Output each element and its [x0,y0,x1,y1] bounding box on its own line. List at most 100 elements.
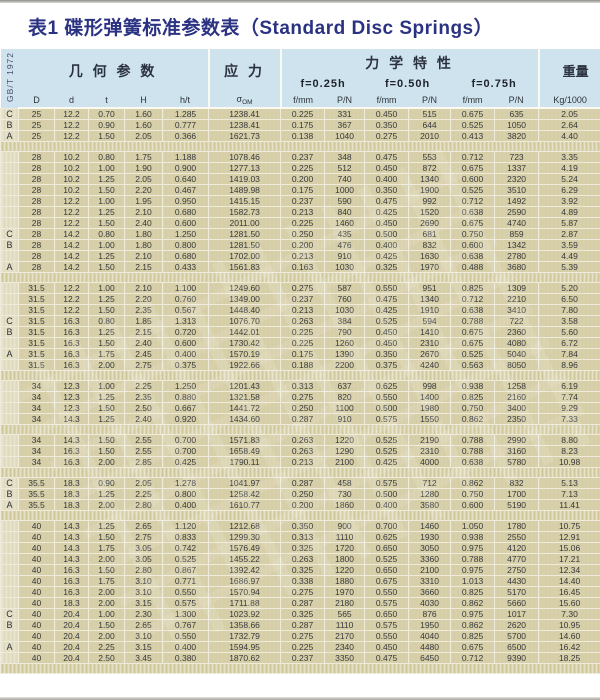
data-cell: 2550 [494,531,540,543]
data-cell: 0.975 [450,542,496,554]
data-cell: 0.767 [161,619,210,631]
data-cell: 1212.68 [208,520,282,532]
data-cell: 4040 [408,630,452,642]
data-cell: 1970 [408,261,452,273]
data-cell: 0.675 [450,326,496,338]
data-cell: 0.600 [450,173,496,185]
data-cell: 0.80 [88,315,125,327]
series-letter-cell: A [0,499,19,511]
data-cell: 0.680 [161,206,210,218]
data-cell: 1238.41 [208,119,282,131]
data-cell: 0.550 [364,282,410,294]
data-cell: 3.35 [538,151,600,163]
data-cell: 2750 [494,564,540,576]
data-cell: 0.80 [88,151,125,163]
data-cell: 0.675 [450,641,496,653]
data-cell: 10.95 [538,619,600,631]
data-cell: 0.263 [280,445,326,457]
table-row: 31.5 12.2 1.25 2.20 0.760 1349.00 0.237 760 0.47… [0,293,600,305]
data-cell: 0.475 [364,195,410,207]
data-cell: 25 [18,107,55,120]
data-cell: 0.200 [280,173,326,185]
table-row: B 25 12.2 0.90 1.60 0.777 1238.41 0.175 367 0.350… [0,119,600,131]
data-cell: 1.50 [88,402,125,414]
data-cell: 0.425 [364,206,410,218]
column-header: f/mm [364,92,409,109]
table-row: 31.5 12.2 1.50 2.35 0.567 1448.40 0.213 1030 0.4… [0,304,600,316]
data-cell: 0.263 [280,315,326,327]
data-cell: 11.41 [538,499,600,511]
data-cell: 28 [18,228,55,240]
disc-spring-table: GB/T 1972 几 何 参 数 应 力 力 学 特 性 重量 f=0.25h… [0,49,600,674]
column-header: P/N [408,92,451,109]
data-cell: 12.2 [54,217,89,229]
data-cell: 2011.00 [208,217,282,229]
data-cell: 0.550 [364,586,410,598]
column-header: Kg/1000 [537,92,600,109]
series-letter-cell [0,575,19,587]
data-cell: 2170 [324,630,366,642]
data-cell: 0.287 [280,413,326,425]
data-cell: 3680 [494,261,540,273]
data-cell: 635 [494,107,540,120]
data-cell: 10.2 [54,184,89,196]
data-cell: 998 [408,380,452,392]
table-row: C 25 12.2 0.70 1.60 1.285 1238.41 0.225 331 0.450… [0,107,600,120]
data-cell: 0.450 [364,337,410,349]
data-cell: 2.05 [124,173,163,185]
column-header: d [54,92,89,109]
data-cell: 1.00 [88,162,125,174]
series-letter-cell [0,564,19,576]
data-cell: 14.2 [54,250,89,262]
data-cell: 2310 [408,445,452,457]
data-cell: 1576.49 [208,542,282,554]
data-cell: 1390 [324,348,366,360]
data-cell: 34 [18,434,55,446]
data-cell: 2.00 [88,456,125,468]
data-cell: 1594.95 [208,641,282,653]
data-cell: 12.2 [54,304,89,316]
data-cell: 35.5 [18,488,55,500]
data-cell: 0.275 [280,586,326,598]
data-cell: 0.325 [280,542,326,554]
data-cell: 10.2 [54,173,89,185]
data-cell: 12.3 [54,380,89,392]
series-letter-cell [0,391,19,403]
data-cell: 40 [18,619,55,631]
series-letter-cell [0,359,19,371]
data-cell: 0.867 [161,564,210,576]
data-cell: 3.10 [124,586,163,598]
data-cell: 40 [18,630,55,642]
data-cell: 0.750 [450,228,496,240]
series-letter-cell [0,413,19,425]
table-row: B 31.5 16.3 1.25 2.15 0.720 1442.01 0.225 790 0.4… [0,326,600,338]
series-letter-cell: C [0,228,19,240]
data-cell: 2.35 [124,304,163,316]
data-cell: 2.40 [124,337,163,349]
data-cell: 0.700 [161,434,210,446]
data-cell: 832 [408,239,452,251]
data-cell: 40 [18,553,55,565]
data-cell: 2.10 [124,250,163,262]
data-cell: 1.25 [88,173,125,185]
column-header: f/mm [450,92,495,109]
table-row: 40 14.3 1.50 2.75 0.833 1299.30 0.313 1110 0.625… [0,531,600,543]
data-cell: 0.325 [364,261,410,273]
column-header: σOM [207,92,281,109]
data-cell: 5660 [494,597,540,609]
data-cell: 0.650 [364,542,410,554]
table-row: C 35.5 18.3 0.90 2.05 1.278 1041.97 0.287 458 0.5… [0,477,600,489]
data-cell: 16.3 [54,348,89,360]
table-row: 40 20.4 2.00 3.10 0.550 1732.79 0.275 2170 0.550… [0,630,600,642]
table-row: A 35.5 18.3 2.00 2.80 0.400 1610.77 0.200 1860 0.… [0,499,600,511]
data-cell: 12.3 [54,391,89,403]
data-cell: 0.366 [161,130,210,142]
data-cell: 0.413 [450,130,496,142]
data-cell: 1.120 [161,520,210,532]
data-cell: 14.3 [54,531,89,543]
data-cell: 5700 [494,630,540,642]
data-cell: 2.15 [124,261,163,273]
series-letter-cell [0,162,19,174]
data-cell: 0.325 [280,608,326,620]
data-cell: 0.225 [280,217,326,229]
